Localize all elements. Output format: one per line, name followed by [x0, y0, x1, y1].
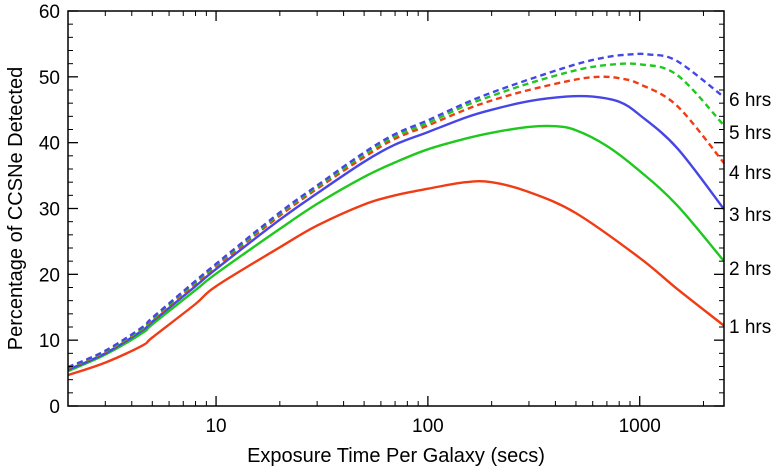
x-tick-label: 1000	[619, 416, 661, 437]
y-tick-label: 20	[39, 265, 60, 286]
x-axis-title: Exposure Time Per Galaxy (secs)	[247, 445, 545, 467]
series-line-1-hrs	[67, 179, 725, 377]
series-label: 3 hrs	[729, 205, 771, 226]
series-label: 6 hrs	[729, 90, 771, 111]
y-tick-label: 60	[39, 2, 60, 23]
series-label: 1 hrs	[729, 317, 771, 338]
series-label: 5 hrs	[729, 123, 771, 144]
y-tick-label: 50	[39, 68, 60, 89]
y-tick-label: 0	[49, 397, 60, 418]
series-label: 4 hrs	[729, 163, 771, 184]
y-axis-title: Percentage of CCSNe Detected	[5, 67, 27, 351]
series-line-5-hrs	[67, 62, 725, 369]
series-line-4-hrs	[67, 75, 725, 370]
y-tick-label: 40	[39, 134, 60, 155]
y-tick-label: 10	[39, 331, 60, 352]
y-tick-label: 30	[39, 200, 60, 221]
series-line-2-hrs	[67, 124, 725, 373]
series-label: 2 hrs	[729, 259, 771, 280]
series-line-6-hrs	[67, 52, 725, 369]
plot-frame	[67, 10, 725, 407]
x-tick-label: 100	[412, 416, 444, 437]
x-tick-label: 10	[205, 416, 226, 437]
